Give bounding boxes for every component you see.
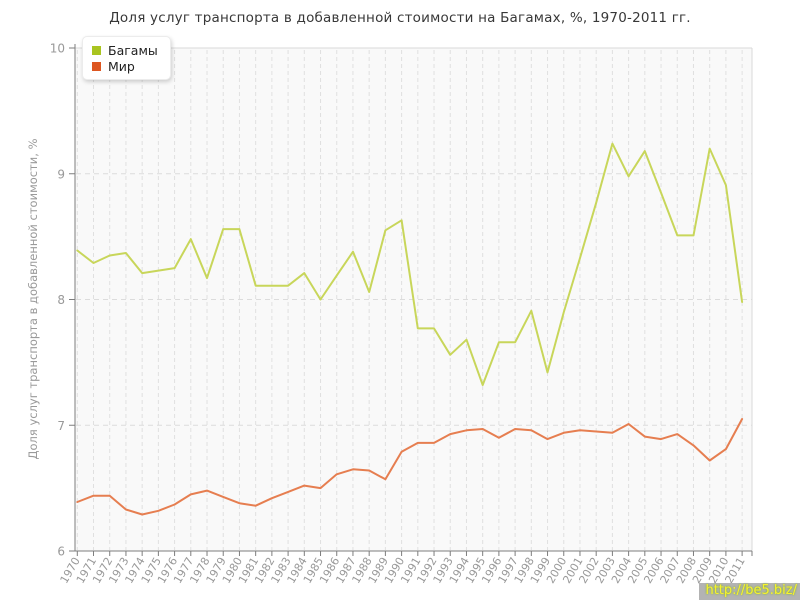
y-tick-label: 10 — [50, 42, 65, 56]
y-tick-label: 7 — [57, 419, 65, 433]
series-line-world — [76, 418, 744, 516]
world-swatch-icon — [92, 61, 101, 71]
y-tick-label: 9 — [57, 167, 65, 181]
series-line-bahamas — [76, 142, 744, 386]
legend: Багамы Мир — [82, 36, 171, 80]
legend-item-bahamas: Багамы — [92, 42, 158, 58]
legend-item-world: Мир — [92, 58, 158, 74]
watermark-link[interactable]: http://be5.biz/ — [699, 583, 800, 600]
chart-title: Доля услуг транспорта в добавленной стои… — [109, 10, 691, 26]
y-tick-label: 8 — [57, 293, 65, 307]
y-tick-label: 6 — [57, 545, 65, 559]
y-axis-title: Доля услуг транспорта в добавленной стои… — [26, 138, 40, 459]
bahamas-swatch-icon — [92, 45, 101, 55]
legend-label-bahamas: Багамы — [108, 42, 158, 58]
legend-label-world: Мир — [108, 58, 135, 74]
